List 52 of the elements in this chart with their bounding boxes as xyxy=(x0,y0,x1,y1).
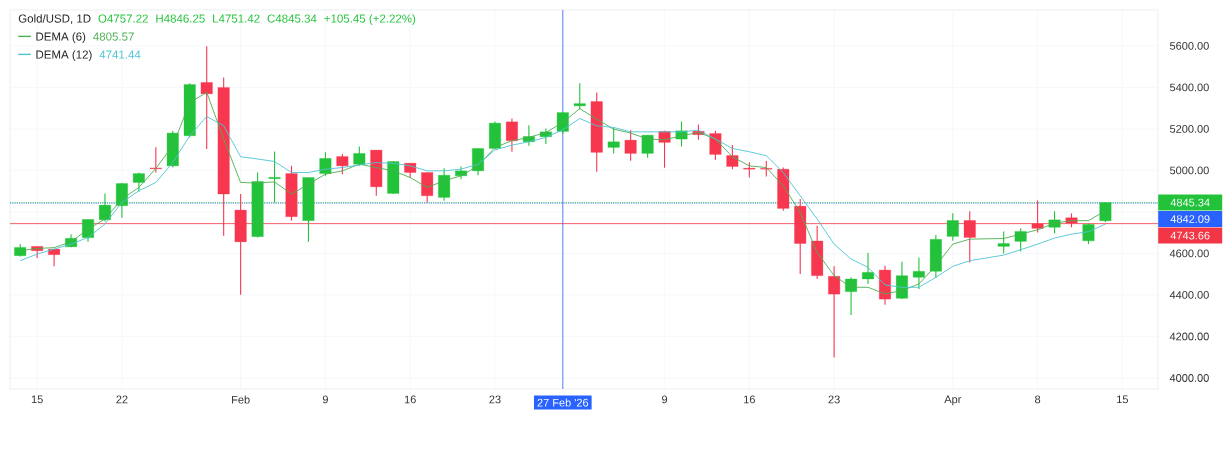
x-tick-label: 8 xyxy=(1035,395,1041,404)
y-tick-label: 5600.00 xyxy=(1169,42,1209,50)
x-tick-label: 22 xyxy=(116,395,128,404)
x-tick-label: 23 xyxy=(828,395,840,404)
annotation: +105.45 (+2.22%) xyxy=(324,14,416,25)
legend-label: DEMA (6) xyxy=(36,32,86,43)
x-tick-label: Apr xyxy=(944,395,962,406)
y-tick-label: 5400.00 xyxy=(1169,83,1209,92)
candlestick xyxy=(149,146,162,174)
y-tick-label: 5200.00 xyxy=(1169,125,1209,133)
candlestick xyxy=(862,252,874,285)
annotation: 4741.44 xyxy=(99,50,141,59)
candlestick xyxy=(624,129,637,162)
annotation: O4757.22 xyxy=(98,14,148,23)
candlestick xyxy=(946,212,959,242)
candlestick xyxy=(200,45,213,150)
candlestick xyxy=(997,230,1010,254)
candlestick xyxy=(726,144,739,170)
x-tick-label: 16 xyxy=(404,395,416,404)
chart-title: Gold/USD, 1D xyxy=(18,14,91,24)
x-tick-label: 9 xyxy=(322,395,328,404)
y-tick-label: 4000.00 xyxy=(1169,374,1209,382)
ref-line-label: 4845.34 xyxy=(1170,198,1210,207)
x-tick-label: 15 xyxy=(1117,395,1129,404)
x-tick-label: 23 xyxy=(489,395,501,404)
x-tick-label: 15 xyxy=(31,395,43,404)
x-tick-label: 9 xyxy=(662,395,668,404)
candlestick xyxy=(48,248,61,267)
annotation: 4805.57 xyxy=(93,32,134,41)
candlestick xyxy=(506,117,518,153)
annotation: H4846.25 xyxy=(156,14,205,23)
candlestick xyxy=(845,276,857,316)
candlestick xyxy=(709,130,722,161)
annotation: L4751.42 xyxy=(213,14,260,23)
x-tick-label: 16 xyxy=(744,395,755,404)
ref-line-label: 4743.66 xyxy=(1170,231,1210,240)
legend-label: DEMA (12) xyxy=(36,50,92,61)
candlestick xyxy=(828,265,841,358)
candlestick xyxy=(912,256,925,290)
y-tick-label: 4600.00 xyxy=(1169,249,1209,258)
x-tick-label: Feb xyxy=(232,395,250,404)
y-tick-label: 4200.00 xyxy=(1169,332,1209,341)
annotation: C4845.34 xyxy=(267,14,317,23)
candlestick xyxy=(268,151,281,203)
y-tick-label: 5000.00 xyxy=(1169,166,1209,175)
x-tick-label: 27 Feb '26 xyxy=(537,398,589,407)
candlestick xyxy=(336,153,349,175)
candlestick xyxy=(641,134,654,159)
candlestick xyxy=(421,171,434,203)
y-tick-label: 4400.00 xyxy=(1169,291,1209,299)
ref-line-label: 4842.09 xyxy=(1170,215,1210,223)
candlestick xyxy=(573,82,586,110)
